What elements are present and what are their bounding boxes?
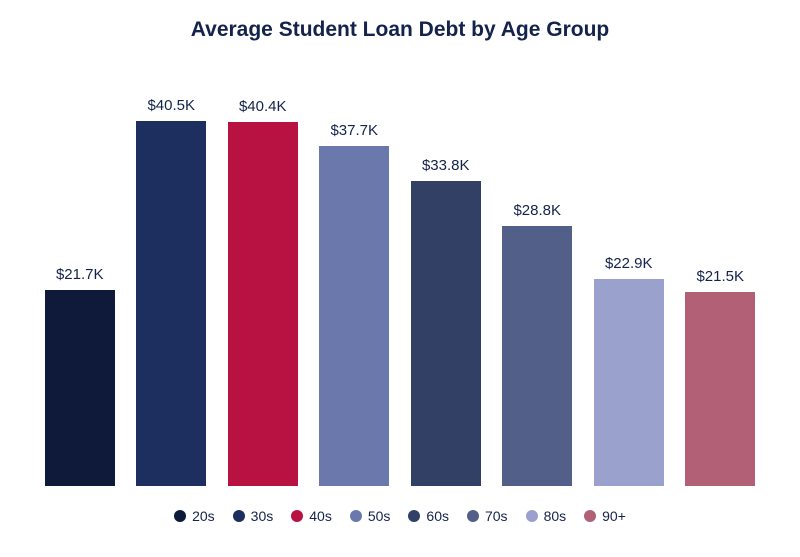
bar-value-label: $40.5K [147,98,195,113]
bar-value-label: $21.5K [696,269,744,284]
bar-group: $28.8K [497,203,577,486]
bar [594,279,664,486]
legend-item: 60s [408,508,449,524]
bar [685,292,755,486]
bar-value-label: $21.7K [56,267,104,282]
legend-label: 20s [192,508,215,524]
legend-label: 70s [485,508,508,524]
legend-swatch-icon [350,510,362,522]
bar-group: $21.7K [40,267,120,486]
bar [136,121,206,486]
legend-item: 20s [174,508,215,524]
bar [45,290,115,486]
legend-swatch-icon [174,510,186,522]
bar-chart: Average Student Loan Debt by Age Group $… [0,0,800,557]
bar [411,181,481,486]
bar-group: $37.7K [314,123,394,486]
legend-swatch-icon [467,510,479,522]
legend: 20s 30s 40s 50s 60s 70s 80s 90+ [30,508,770,524]
legend-label: 30s [251,508,274,524]
bar-value-label: $22.9K [605,256,653,271]
plot-area: $21.7K $40.5K $40.4K $37.7K $33.8K $28.8K $22.… [30,56,770,486]
bar [502,226,572,486]
chart-title: Average Student Loan Debt by Age Group [30,18,770,42]
bar-value-label: $40.4K [239,99,287,114]
bar [319,146,389,486]
legend-label: 50s [368,508,391,524]
bar [228,122,298,486]
legend-label: 40s [309,508,332,524]
bar-value-label: $33.8K [422,158,470,173]
legend-swatch-icon [584,510,596,522]
legend-swatch-icon [233,510,245,522]
legend-item: 50s [350,508,391,524]
legend-item: 70s [467,508,508,524]
bar-group: $21.5K [680,269,760,486]
legend-swatch-icon [291,510,303,522]
legend-swatch-icon [526,510,538,522]
bar-value-label: $37.7K [330,123,378,138]
bar-value-label: $28.8K [513,203,561,218]
legend-swatch-icon [408,510,420,522]
legend-label: 80s [544,508,567,524]
legend-item: 40s [291,508,332,524]
legend-item: 30s [233,508,274,524]
legend-label: 90+ [602,508,626,524]
bar-group: $40.4K [223,99,303,486]
bar-group: $40.5K [131,98,211,486]
bar-group: $22.9K [589,256,669,486]
legend-label: 60s [426,508,449,524]
legend-item: 90+ [584,508,626,524]
bar-group: $33.8K [406,158,486,486]
legend-item: 80s [526,508,567,524]
